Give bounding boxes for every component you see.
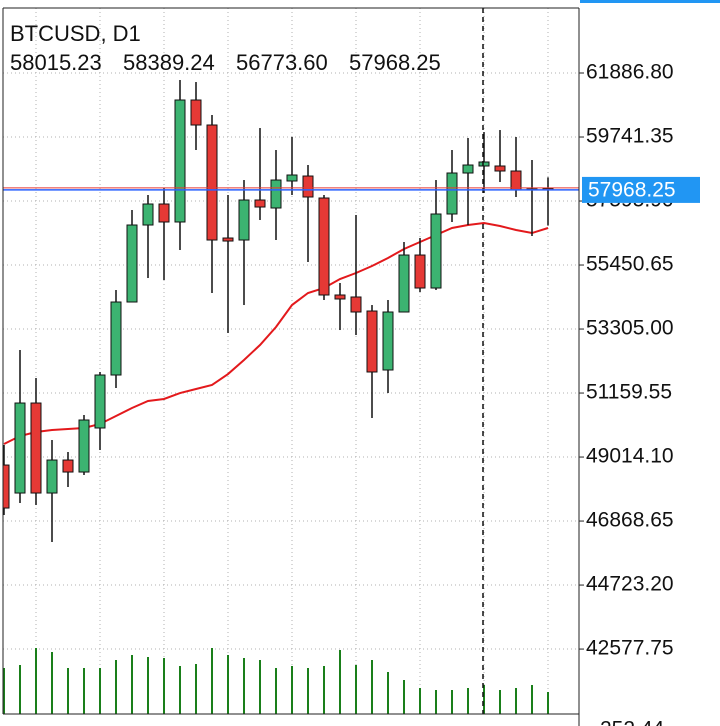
candle-body [302, 175, 314, 198]
candle-body [110, 301, 122, 376]
plot-area [3, 8, 579, 714]
candle-body [206, 124, 218, 241]
candle-body [430, 213, 442, 289]
axis-labels: 61886.8059741.3557595.9055450.6553305.00… [579, 61, 700, 726]
candle-body [510, 170, 522, 191]
candle-body [446, 172, 458, 215]
candle-body [478, 161, 490, 167]
candle-body [142, 203, 154, 226]
symbol: BTCUSD, D1 [10, 21, 141, 46]
candle-body [46, 459, 58, 494]
grid [3, 8, 579, 714]
candle-body [94, 374, 106, 429]
candle-body [286, 174, 298, 182]
candle-body [494, 165, 506, 172]
moving-average [3, 221, 549, 445]
candle-body [366, 310, 378, 373]
candle-body [14, 402, 26, 494]
candle-body [78, 419, 90, 473]
window-edge [580, 0, 720, 3]
candle-body [270, 179, 282, 209]
candle-body [334, 294, 346, 300]
candle-body [414, 254, 426, 289]
candle-body [3, 464, 10, 509]
volume-axis-label: 252.44 [600, 718, 665, 726]
candle-body [30, 402, 42, 494]
ohlc-low: 56773.60 [236, 50, 328, 75]
y-tick-label: 51159.55 [586, 381, 672, 404]
y-tick-label: 59741.35 [586, 125, 674, 148]
candle-body [254, 199, 266, 208]
candle-body [382, 311, 394, 371]
candle-body [126, 224, 138, 303]
candle-body [350, 296, 362, 313]
candle-body [238, 199, 250, 241]
candle-body [318, 197, 330, 296]
price-label: 57968.25 [588, 178, 676, 201]
y-tick-label: 49014.10 [586, 445, 674, 468]
candle-body [62, 459, 74, 473]
candle-body [222, 237, 234, 242]
y-tick-label: 44723.20 [586, 573, 674, 596]
y-tick-label: 55450.65 [586, 253, 674, 276]
price-label-box [582, 176, 700, 203]
candle-body [462, 164, 474, 174]
y-tick-label: 61886.80 [586, 61, 674, 84]
y-tick-label: 53305.00 [586, 317, 674, 340]
candle-body [158, 203, 170, 223]
candle-body [190, 99, 202, 126]
candle-body [398, 254, 410, 313]
candle-body [174, 99, 186, 223]
y-tick-label: 42577.75 [586, 637, 674, 660]
ohlc-open: 58015.23 [10, 50, 102, 75]
y-tick-label: 46868.65 [586, 509, 674, 532]
ohlc-close: 57968.25 [349, 50, 441, 75]
ohlc-high: 58389.24 [123, 50, 215, 75]
